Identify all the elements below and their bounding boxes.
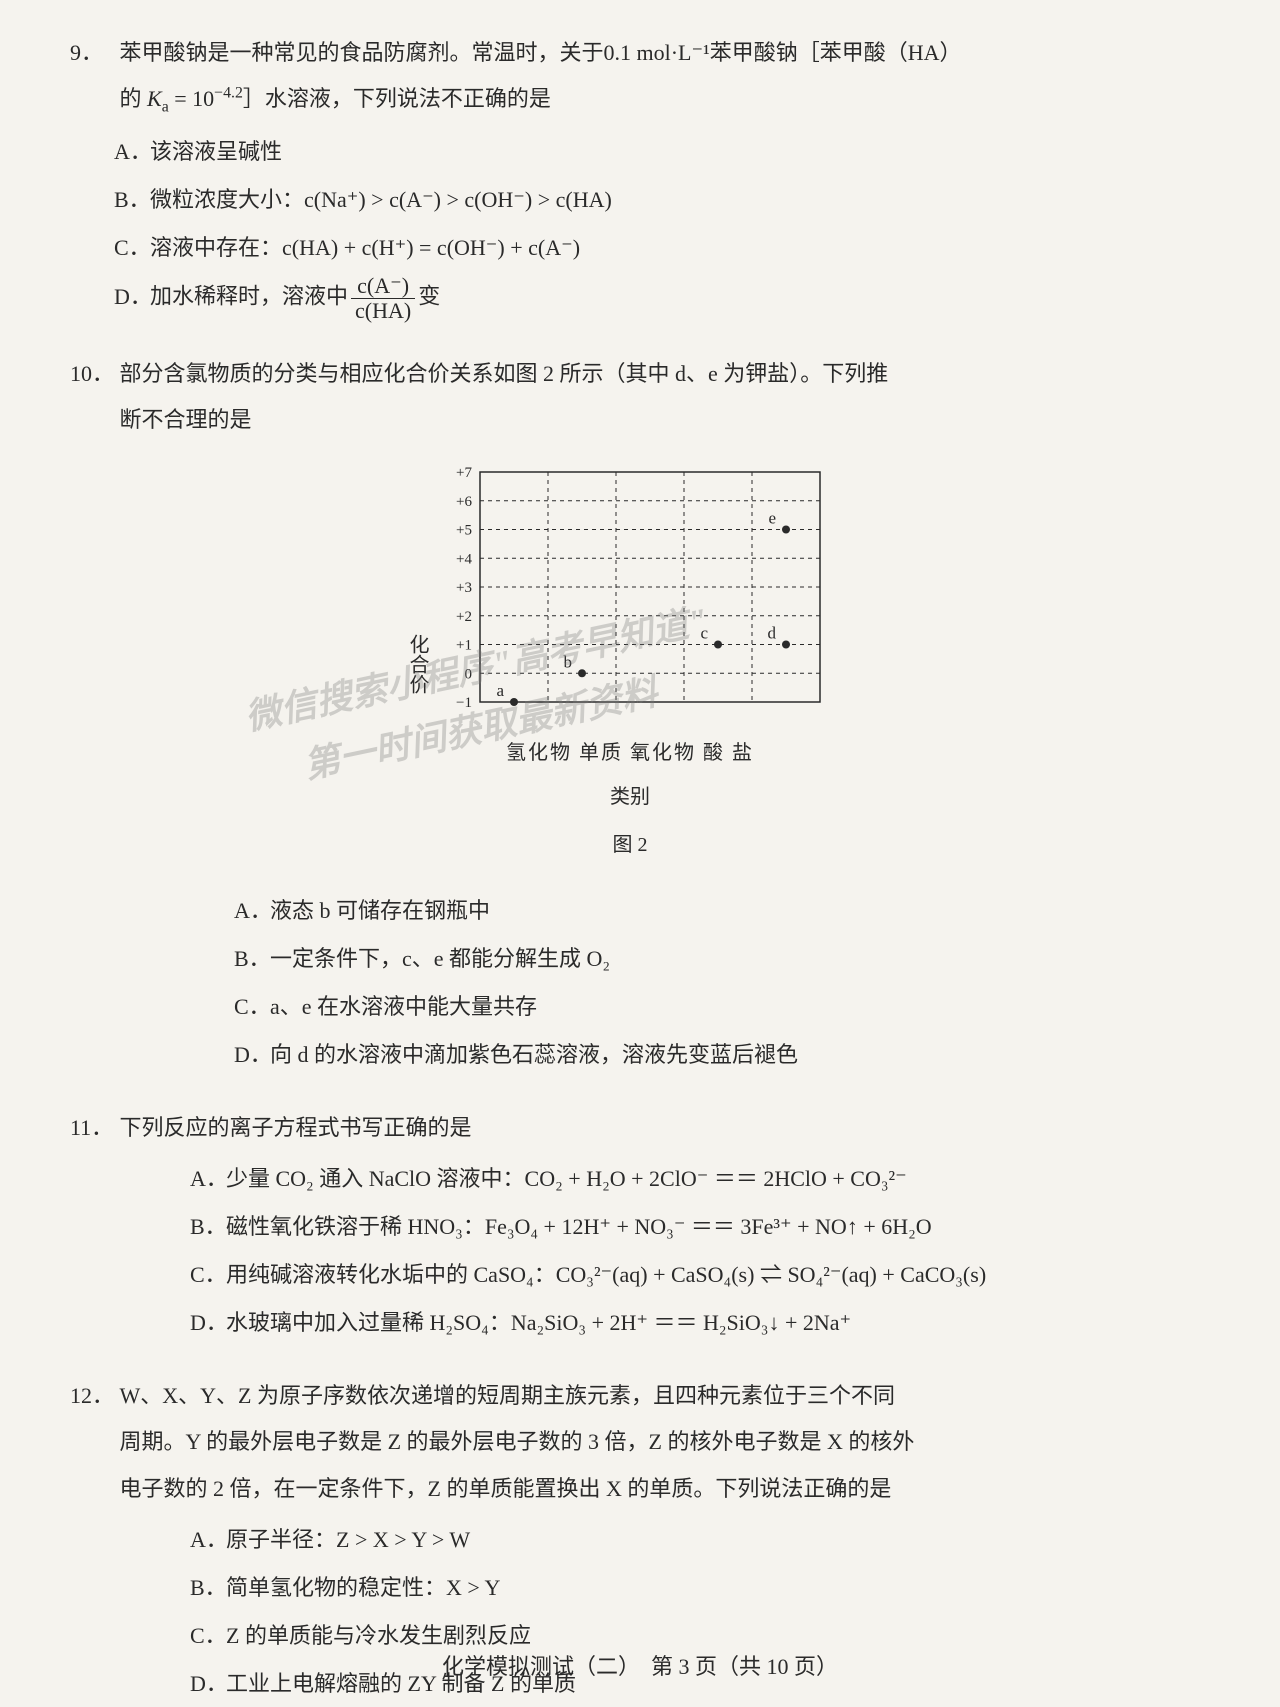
q10-chart-svg: +7 +6 +5 +4 +3 +2 +1 0 −1 a b c d e [430,462,830,712]
q9-option-C: C．溶液中存在：c(HA) + c(H⁺) = c(OH⁻) + c(A⁻) [114,226,1190,270]
q10-ylabel: 化合价 [396,634,438,694]
q10-option-C: C．a、e 在水溶液中能大量共存 [234,985,1190,1029]
q10-xcats: 氢化物 单质 氧化物 酸 盐 [430,732,830,774]
q11-options: A．少量 CO₂ 通入 NaClO 溶液中：CO₂ + H₂O + 2ClO⁻ … [190,1157,1190,1345]
q9-options: A．该溶液呈碱性 B．微粒浓度大小：c(Na⁺) > c(A⁻) > c(OH⁻… [114,130,1190,323]
q10-option-B: B．一定条件下，c、e 都能分解生成 O₂ [234,937,1190,981]
svg-text:b: b [564,652,573,671]
q9-stem-line2: 的 Ka = 10−4.2］水溶液，下列说法不正确的是 [120,86,551,111]
q10-stem-line2: 断不合理的是 [120,407,252,432]
page-footer: 化学模拟测试（二） 第 3 页（共 10 页） [0,1649,1280,1681]
q12-option-A: A．原子半径：Z > X > Y > W [190,1518,1190,1562]
q9-stem: 苯甲酸钠是一种常见的食品防腐剂。常温时，关于0.1 mol·L⁻¹苯甲酸钠［苯甲… [120,30,1190,124]
q11-option-C: C．用纯碱溶液转化水垢中的 CaSO₄：CO₃²⁻(aq) + CaSO₄(s)… [190,1253,1190,1297]
svg-text:d: d [768,623,777,642]
q10-stem: 部分含氯物质的分类与相应化合价关系如图 2 所示（其中 d、e 为钾盐）。下列推… [120,351,1190,443]
svg-text:+4: +4 [456,551,472,567]
question-9: 9． 苯甲酸钠是一种常见的食品防腐剂。常温时，关于0.1 mol·L⁻¹苯甲酸钠… [70,30,1190,323]
q11-option-B: B．磁性氧化铁溶于稀 HNO₃：Fe₃O₄ + 12H⁺ + NO₃⁻ ＝＝ 3… [190,1205,1190,1249]
q11-option-A: A．少量 CO₂ 通入 NaClO 溶液中：CO₂ + H₂O + 2ClO⁻ … [190,1157,1190,1201]
q12-stem: W、X、Y、Z 为原子序数依次递增的短周期主族元素，且四种元素位于三个不同 周期… [120,1373,1190,1512]
q10-caption: 图 2 [430,824,830,866]
q10-options: A．液态 b 可储存在钢瓶中 B．一定条件下，c、e 都能分解生成 O₂ C．a… [190,889,1190,1077]
q9-option-A: A．该溶液呈碱性 [114,130,1190,174]
svg-text:+1: +1 [456,637,472,653]
q12-stem-line1: W、X、Y、Z 为原子序数依次递增的短周期主族元素，且四种元素位于三个不同 [120,1383,895,1408]
q11-stem: 下列反应的离子方程式书写正确的是 [120,1105,1190,1151]
q11-option-D: D．水玻璃中加入过量稀 H₂SO₄：Na₂SiO₃ + 2H⁺ ＝＝ H₂SiO… [190,1301,1190,1345]
svg-text:+5: +5 [456,522,472,538]
q10-chart-box: 化合价 +7+6+5+4+3+2+10−1abcde 氢化物 单质 氧化物 酸 … [430,462,830,866]
q9-option-B: B．微粒浓度大小：c(Na⁺) > c(A⁻) > c(OH⁻) > c(HA) [114,178,1190,222]
q10-stem-line1: 部分含氯物质的分类与相应化合价关系如图 2 所示（其中 d、e 为钾盐）。下列推 [120,361,889,386]
q12-stem-line2: 周期。Y 的最外层电子数是 Z 的最外层电子数的 3 倍，Z 的核外电子数是 X… [120,1429,915,1454]
q9-stem-line1: 苯甲酸钠是一种常见的食品防腐剂。常温时，关于0.1 mol·L⁻¹苯甲酸钠［苯甲… [120,40,962,65]
q10-option-A: A．液态 b 可储存在钢瓶中 [234,889,1190,933]
q10-number: 10． [70,351,114,397]
q11-number: 11． [70,1105,114,1151]
svg-text:c: c [700,623,708,642]
fraction: c(A⁻)c(HA) [351,274,415,323]
question-10: 10． 部分含氯物质的分类与相应化合价关系如图 2 所示（其中 d、e 为钾盐）… [70,351,1190,1077]
svg-text:e: e [768,508,776,527]
question-11: 11． 下列反应的离子方程式书写正确的是 A．少量 CO₂ 通入 NaClO 溶… [70,1105,1190,1345]
svg-text:+2: +2 [456,608,472,624]
svg-text:0: 0 [465,666,473,682]
q12-number: 12． [70,1373,114,1419]
q10-option-D: D．向 d 的水溶液中滴加紫色石蕊溶液，溶液先变蓝后褪色 [234,1033,1190,1077]
svg-text:+3: +3 [456,580,472,596]
svg-text:−1: −1 [456,695,472,711]
svg-text:+7: +7 [456,465,472,481]
svg-text:a: a [496,681,504,700]
q9-option-D: D．加水稀释时，溶液中c(A⁻)c(HA)变 [114,274,1190,323]
q9-number: 9． [70,30,114,76]
svg-text:+6: +6 [456,493,472,509]
q10-xtitle: 类别 [430,776,830,818]
q12-stem-line3: 电子数的 2 倍，在一定条件下，Z 的单质能置换出 X 的单质。下列说法正确的是 [120,1476,892,1501]
q10-chart-wrap: 化合价 +7 +6 +5 +4 +3 +2 +1 0 −1 a b c d e 氢化物 单质 氧化物 酸 … [70,462,1190,867]
q12-option-B: B．简单氢化物的稳定性：X > Y [190,1566,1190,1610]
